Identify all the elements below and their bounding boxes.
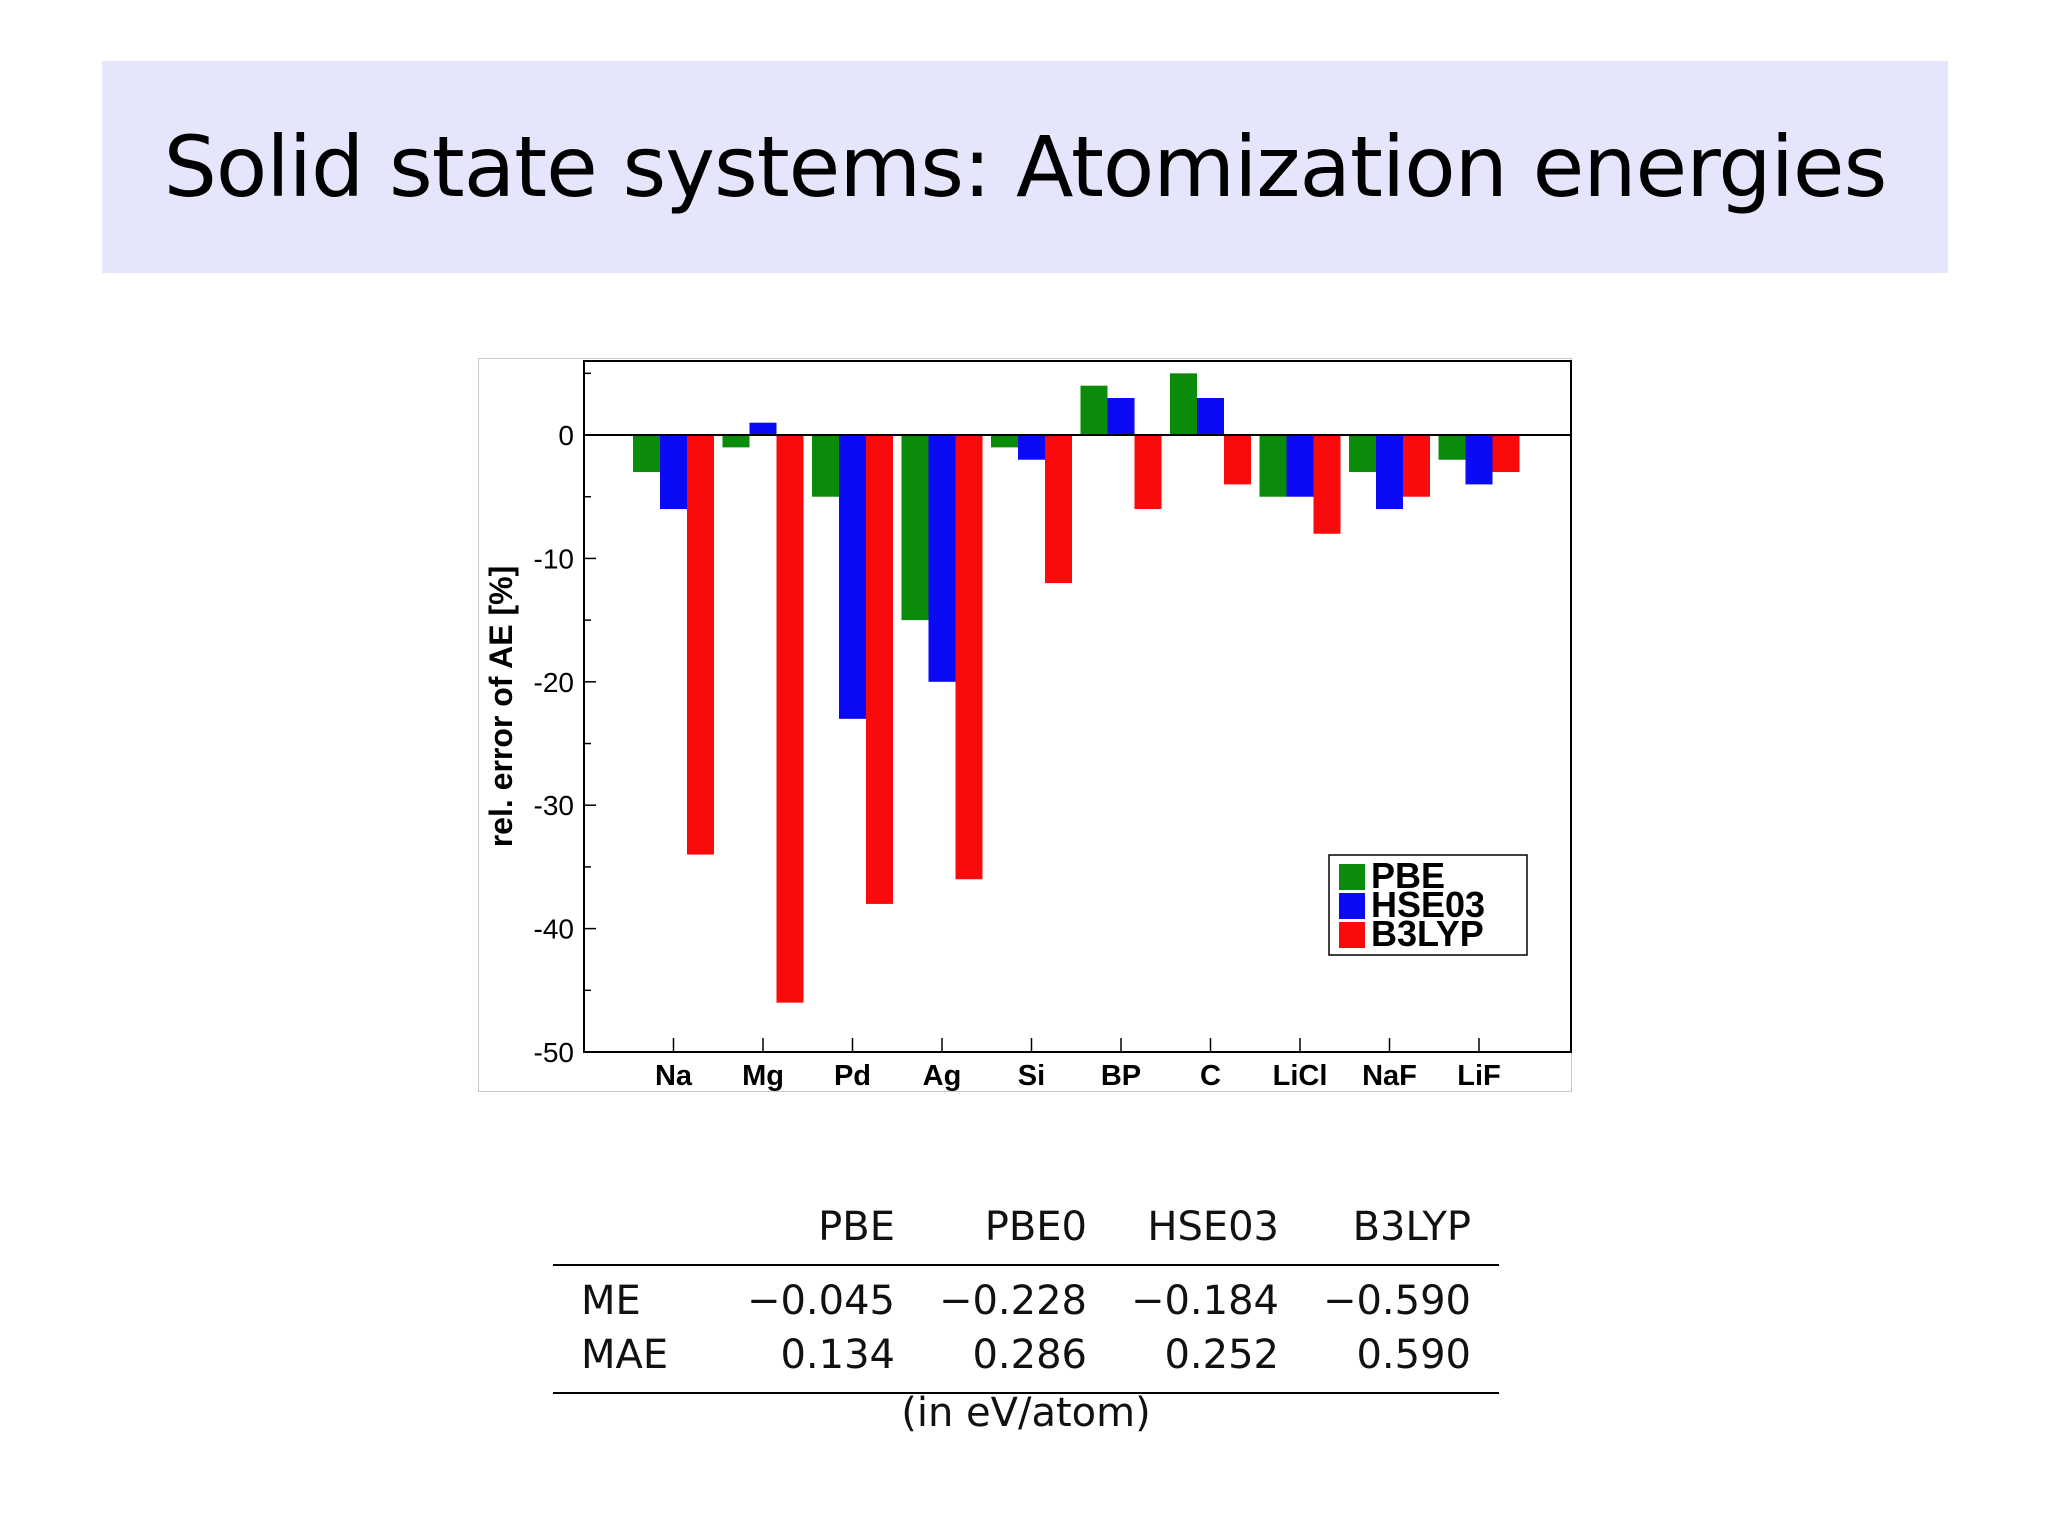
x-tick-label: BP bbox=[1101, 1060, 1141, 1092]
x-tick-label: Ag bbox=[923, 1060, 962, 1092]
x-tick-label: Na bbox=[655, 1060, 693, 1092]
bar-hse03-pd bbox=[839, 435, 866, 719]
column-header: PBE bbox=[818, 1204, 895, 1250]
bar-b3lyp-ag bbox=[955, 435, 983, 880]
x-tick-label: LiCl bbox=[1273, 1060, 1328, 1092]
y-tick-label: -30 bbox=[534, 790, 574, 821]
table-header-row: PBE PBE0 HSE03 B3LYP bbox=[553, 1198, 1499, 1265]
bar-hse03-mg bbox=[749, 422, 777, 436]
bar-b3lyp-c bbox=[1224, 435, 1251, 485]
units-note: (in eV/atom) bbox=[901, 1390, 1151, 1436]
x-tick-label: C bbox=[1200, 1060, 1221, 1092]
bar-hse03-naf bbox=[1376, 435, 1403, 510]
bar-pbe-bp bbox=[1080, 385, 1108, 436]
row-label: ME bbox=[581, 1278, 641, 1324]
bar-hse03-ag bbox=[928, 435, 956, 682]
bar-hse03-licl bbox=[1286, 435, 1314, 497]
bar-pbe-licl bbox=[1259, 435, 1287, 497]
plot-area bbox=[583, 360, 1572, 1053]
bar-pbe-c bbox=[1170, 373, 1197, 436]
bar-hse03-bp bbox=[1107, 398, 1135, 436]
bar-pbe-mg bbox=[722, 435, 750, 448]
x-tick-label: NaF bbox=[1362, 1060, 1417, 1092]
bar-b3lyp-lif bbox=[1492, 435, 1520, 473]
table-corner-cell bbox=[553, 1198, 731, 1265]
table-cell: −0.045 bbox=[746, 1278, 895, 1324]
bar-pbe-na bbox=[633, 435, 660, 473]
table-cell: −0.228 bbox=[938, 1278, 1087, 1324]
legend-label: B3LYP bbox=[1371, 913, 1484, 954]
bar-pbe-si bbox=[991, 435, 1018, 448]
legend-swatch bbox=[1339, 922, 1365, 948]
row-label: MAE bbox=[581, 1332, 669, 1378]
legend-swatch bbox=[1339, 893, 1365, 919]
bar-pbe-pd bbox=[812, 435, 839, 497]
bar-b3lyp-si bbox=[1045, 435, 1072, 584]
column-header: HSE03 bbox=[1147, 1204, 1279, 1250]
table-row: ME −0.045 −0.228 −0.184 −0.590 bbox=[553, 1265, 1499, 1328]
bar-b3lyp-pd bbox=[866, 435, 893, 904]
y-axis-label: rel. error of AE [%] bbox=[483, 566, 519, 848]
bar-pbe-naf bbox=[1349, 435, 1376, 473]
y-tick-label: 0 bbox=[558, 420, 574, 451]
error-summary-table: PBE PBE0 HSE03 B3LYP ME −0.045 −0.228 −0… bbox=[553, 1198, 1499, 1394]
legend-swatch bbox=[1339, 864, 1365, 890]
bar-b3lyp-naf bbox=[1403, 435, 1430, 497]
x-tick-label: Pd bbox=[834, 1060, 871, 1092]
bar-b3lyp-licl bbox=[1313, 435, 1341, 534]
y-tick-label: -40 bbox=[534, 914, 574, 945]
bar-hse03-lif bbox=[1465, 435, 1493, 485]
bar-b3lyp-mg bbox=[776, 435, 804, 1003]
column-header: PBE0 bbox=[984, 1204, 1087, 1250]
table-row: MAE 0.134 0.286 0.252 0.590 bbox=[553, 1328, 1499, 1393]
table-cell: 0.134 bbox=[780, 1332, 895, 1378]
bar-hse03-c bbox=[1197, 398, 1224, 436]
table-cell: 0.286 bbox=[972, 1332, 1087, 1378]
legend-label: PBE bbox=[1371, 855, 1445, 896]
table-cell: −0.590 bbox=[1322, 1278, 1471, 1324]
y-tick-label: -50 bbox=[534, 1037, 574, 1068]
legend-label: HSE03 bbox=[1371, 884, 1485, 925]
slide-title: Solid state systems: Atomization energie… bbox=[163, 118, 1888, 216]
bar-hse03-na bbox=[660, 435, 687, 510]
bar-pbe-lif bbox=[1438, 435, 1466, 460]
table-cell: −0.184 bbox=[1130, 1278, 1279, 1324]
title-banner: Solid state systems: Atomization energie… bbox=[102, 61, 1948, 273]
bar-chart: 0 -10 -20 -30 -40 -50 rel. error of AE [%] Na Mg… bbox=[478, 358, 1572, 1092]
y-tick-label: -10 bbox=[534, 543, 574, 574]
table-cell: 0.252 bbox=[1164, 1332, 1279, 1378]
x-tick-label: Mg bbox=[742, 1060, 784, 1092]
x-tick-label: Si bbox=[1018, 1060, 1045, 1092]
y-tick-label: -20 bbox=[534, 667, 574, 698]
x-tick-label: LiF bbox=[1457, 1060, 1501, 1092]
table-cell: 0.590 bbox=[1356, 1332, 1471, 1378]
bar-hse03-si bbox=[1018, 435, 1045, 460]
bar-pbe-ag bbox=[901, 435, 929, 621]
bar-b3lyp-bp bbox=[1134, 435, 1162, 510]
column-header: B3LYP bbox=[1352, 1204, 1471, 1250]
bar-b3lyp-na bbox=[687, 435, 714, 855]
